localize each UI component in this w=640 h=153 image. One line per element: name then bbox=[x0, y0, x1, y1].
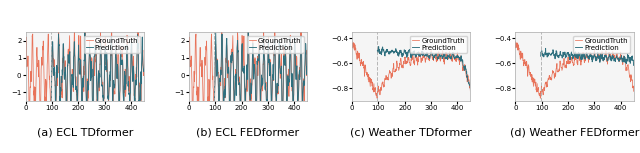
Line: Prediction: Prediction bbox=[541, 48, 634, 65]
Legend: GroundTruth, Prediction: GroundTruth, Prediction bbox=[247, 36, 303, 53]
GroundTruth bbox=[108, 31, 116, 32]
Prediction bbox=[597, 55, 605, 57]
Text: (d) Weather FEDformer: (d) Weather FEDformer bbox=[510, 127, 639, 137]
Line: GroundTruth: GroundTruth bbox=[515, 42, 634, 98]
GroundTruth bbox=[139, 54, 147, 55]
GroundTruth bbox=[511, 41, 519, 43]
Prediction bbox=[135, 101, 143, 103]
GroundTruth bbox=[434, 56, 442, 58]
Prediction bbox=[628, 56, 636, 58]
GroundTruth bbox=[348, 41, 356, 43]
Line: Prediction: Prediction bbox=[378, 47, 470, 89]
GroundTruth bbox=[299, 105, 307, 106]
GroundTruth bbox=[531, 83, 539, 85]
Prediction bbox=[271, 39, 278, 41]
Line: Prediction: Prediction bbox=[214, 24, 307, 120]
Prediction bbox=[140, 68, 148, 70]
Line: GroundTruth: GroundTruth bbox=[352, 42, 470, 98]
Text: (b) ECL FEDformer: (b) ECL FEDformer bbox=[196, 127, 300, 137]
GroundTruth bbox=[525, 66, 532, 68]
GroundTruth bbox=[625, 69, 633, 71]
GroundTruth bbox=[579, 56, 586, 58]
Line: GroundTruth: GroundTruth bbox=[26, 23, 144, 124]
Prediction bbox=[465, 82, 472, 84]
Prediction bbox=[252, 94, 259, 96]
GroundTruth bbox=[22, 58, 29, 60]
Legend: GroundTruth, Prediction: GroundTruth, Prediction bbox=[573, 36, 630, 53]
GroundTruth bbox=[54, 22, 62, 24]
GroundTruth bbox=[35, 59, 43, 61]
GroundTruth bbox=[252, 119, 260, 121]
Prediction bbox=[303, 66, 311, 68]
Legend: GroundTruth, Prediction: GroundTruth, Prediction bbox=[410, 36, 467, 53]
GroundTruth bbox=[136, 105, 143, 106]
GroundTruth bbox=[536, 97, 544, 99]
Prediction bbox=[415, 53, 422, 55]
Line: Prediction: Prediction bbox=[51, 33, 144, 116]
Prediction bbox=[467, 88, 474, 90]
Legend: GroundTruth, Prediction: GroundTruth, Prediction bbox=[84, 36, 140, 53]
Prediction bbox=[625, 56, 632, 58]
Prediction bbox=[630, 65, 637, 66]
GroundTruth bbox=[373, 97, 381, 99]
GroundTruth bbox=[185, 58, 193, 60]
Prediction bbox=[434, 58, 442, 60]
GroundTruth bbox=[218, 22, 226, 24]
Prediction bbox=[108, 36, 115, 38]
GroundTruth bbox=[465, 79, 472, 81]
GroundTruth bbox=[42, 78, 49, 80]
Prediction bbox=[88, 95, 96, 97]
GroundTruth bbox=[198, 59, 206, 61]
Prediction bbox=[298, 91, 306, 93]
GroundTruth bbox=[271, 31, 279, 32]
GroundTruth bbox=[205, 78, 212, 80]
Text: (a) ECL TDformer: (a) ECL TDformer bbox=[36, 127, 133, 137]
GroundTruth bbox=[630, 90, 637, 92]
GroundTruth bbox=[303, 72, 311, 74]
Prediction bbox=[138, 43, 146, 45]
GroundTruth bbox=[368, 83, 376, 85]
Text: (c) Weather TDformer: (c) Weather TDformer bbox=[350, 127, 472, 137]
Line: GroundTruth: GroundTruth bbox=[189, 23, 307, 124]
GroundTruth bbox=[140, 72, 148, 74]
GroundTruth bbox=[597, 56, 605, 58]
GroundTruth bbox=[628, 79, 636, 81]
GroundTruth bbox=[200, 123, 207, 125]
Prediction bbox=[301, 47, 309, 49]
GroundTruth bbox=[467, 90, 474, 92]
GroundTruth bbox=[462, 69, 470, 71]
Prediction bbox=[578, 53, 586, 55]
GroundTruth bbox=[362, 66, 369, 68]
GroundTruth bbox=[36, 123, 44, 125]
GroundTruth bbox=[89, 119, 97, 121]
GroundTruth bbox=[415, 56, 423, 58]
GroundTruth bbox=[302, 54, 310, 55]
Prediction bbox=[461, 65, 469, 67]
